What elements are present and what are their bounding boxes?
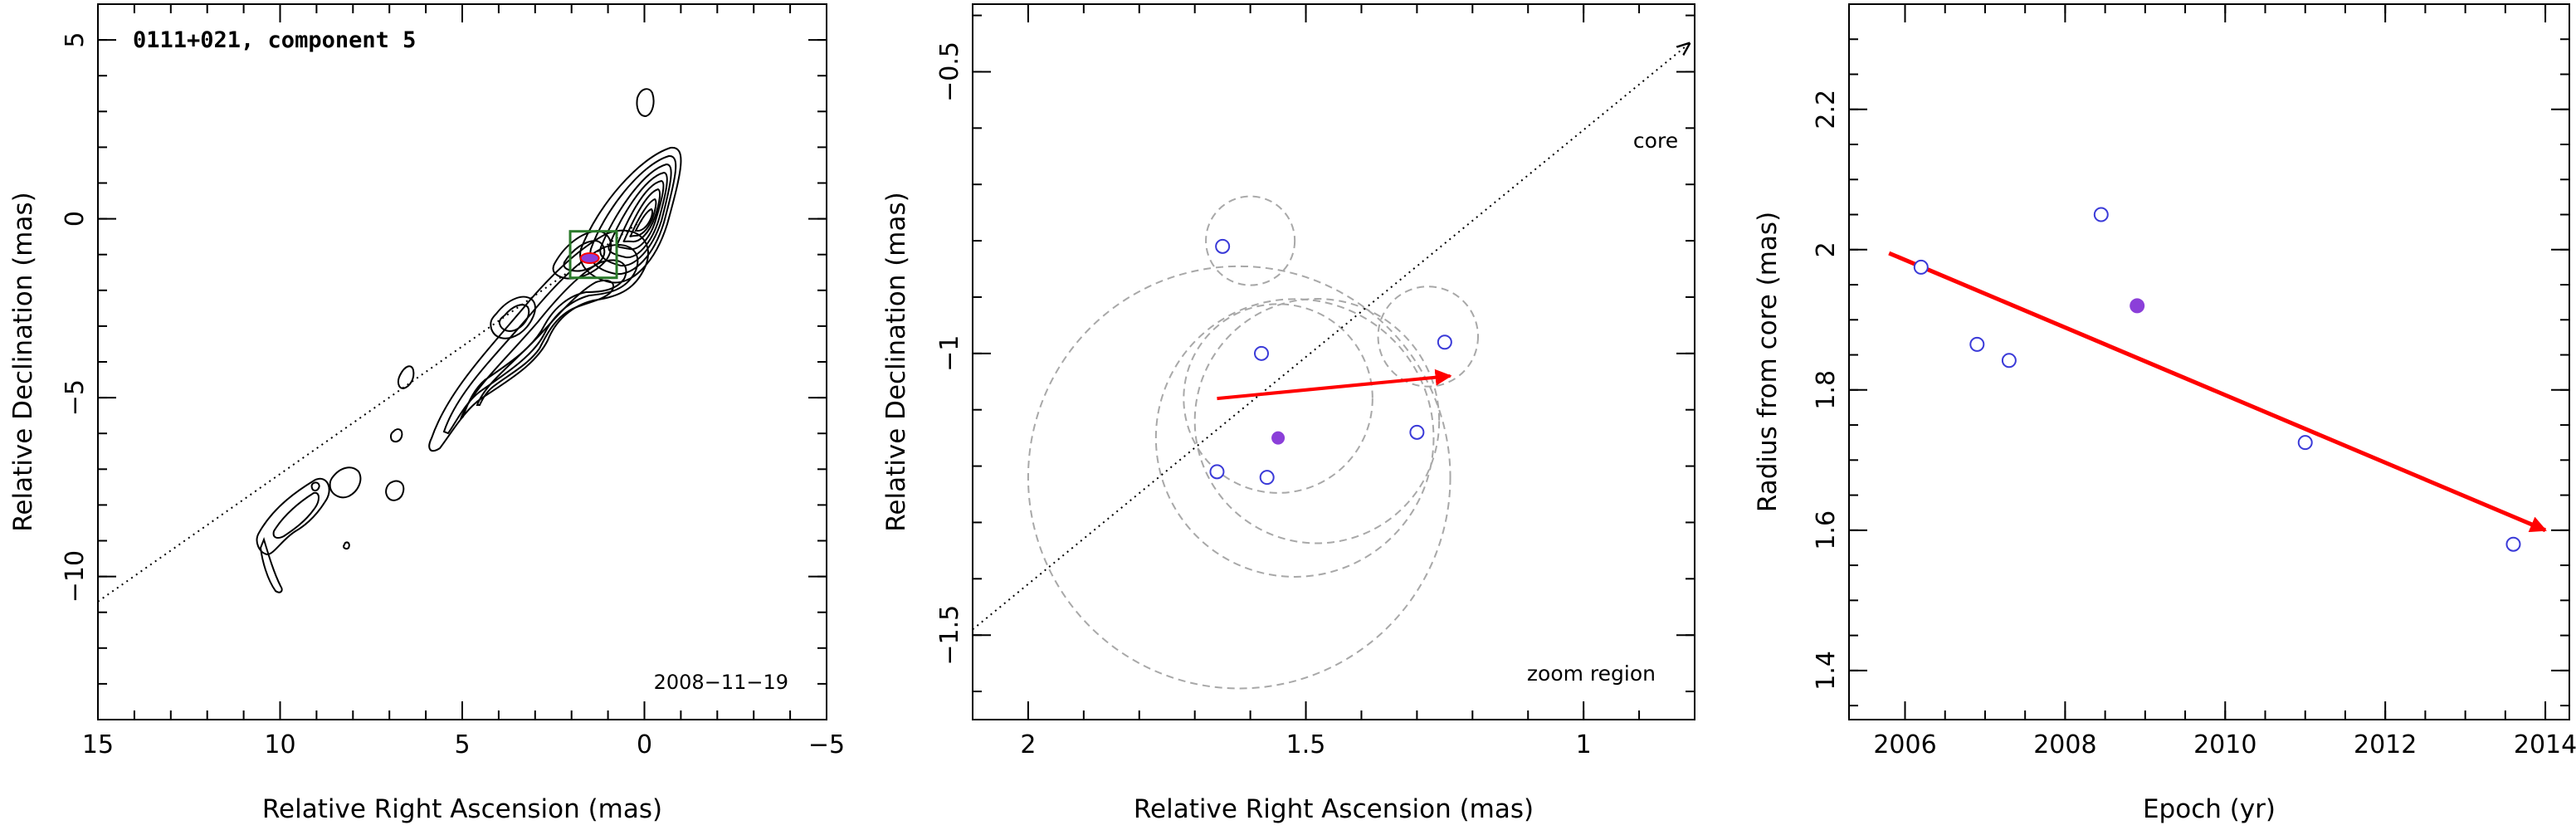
open-data-point (1259, 470, 1275, 486)
x-tick-label: 15 (82, 730, 114, 759)
x-tick-label: −5 (808, 730, 845, 759)
x-tick-label: 0 (637, 730, 652, 759)
component-marker (579, 252, 600, 265)
panel3-xlabel: Epoch (yr) (2143, 794, 2276, 824)
panel2-xlabel: Relative Right Ascension (mas) (1134, 794, 1534, 824)
error-circle (1205, 195, 1296, 286)
outer-contours (256, 88, 655, 593)
y-tick-label: 2.2 (1812, 90, 1841, 129)
x-tick-label: 2008 (2033, 730, 2096, 759)
y-tick-label: 5 (61, 32, 90, 48)
error-circle (1154, 298, 1435, 578)
jet-axis-line (98, 217, 646, 603)
y-tick-label: −1 (935, 335, 964, 372)
x-tick-label: 2006 (1873, 730, 1936, 759)
y-tick-label: 1.6 (1812, 510, 1841, 550)
position-points (1209, 238, 1452, 486)
error-circles (1027, 195, 1480, 690)
motion-vector-arrow (1217, 369, 1452, 401)
radius-points (1913, 207, 2521, 552)
open-data-point (1913, 259, 1929, 275)
filled-data-point (2130, 298, 2145, 314)
x-tick-label: 2010 (2193, 730, 2256, 759)
panel1-ticks: 15 10 5 0 −5 5 0 −5 −10 (61, 3, 845, 759)
error-circle (1027, 265, 1451, 690)
open-data-point (1409, 424, 1425, 440)
y-tick-label: −5 (61, 379, 90, 416)
error-circle (1193, 298, 1441, 544)
open-data-point (2297, 435, 2313, 451)
x-tick-label: 2 (1020, 730, 1036, 759)
y-tick-label: 2 (1812, 242, 1841, 257)
x-tick-label: 2012 (2354, 730, 2417, 759)
panel2-ylabel: Relative Declination (mas) (881, 192, 911, 532)
fit-line-arrow (1888, 251, 2547, 533)
x-tick-label: 1 (1576, 730, 1592, 759)
y-tick-label: 0 (61, 211, 90, 227)
panel1-title: 0111+021, component 5 (133, 27, 416, 53)
jet-contours (428, 229, 650, 452)
y-tick-label: −1.5 (935, 605, 964, 666)
panel1-frame (97, 3, 827, 720)
zoom-region-label: zoom region (1527, 662, 1656, 686)
open-data-point (1209, 464, 1225, 480)
panel1-date-label: 2008−11−19 (654, 671, 788, 694)
panel3-ylabel: Radius from core (mas) (1753, 212, 1783, 512)
x-tick-label: 2014 (2514, 730, 2576, 759)
contour-map-image (256, 88, 682, 593)
open-data-point (1437, 334, 1452, 350)
core-label: core (1633, 129, 1678, 153)
panel-radius-vs-epoch: 2006 2008 2010 2012 2014 1.4 1.6 1.8 2 2.2 Epoch … (1753, 3, 2576, 824)
zoom-region-box (568, 230, 618, 280)
error-circle (1183, 303, 1373, 494)
filled-data-point (1271, 431, 1286, 445)
panel3-ticks: 2006 2008 2010 2012 2014 1.4 1.6 1.8 2 2.2 (1812, 3, 2576, 759)
x-tick-label: 1.5 (1286, 730, 1326, 759)
panel1-ylabel: Relative Declination (mas) (8, 192, 38, 532)
y-tick-label: −0.5 (935, 42, 964, 102)
y-tick-label: 1.8 (1812, 370, 1841, 410)
panel2-frame (972, 3, 1695, 720)
x-tick-label: 10 (264, 730, 295, 759)
y-tick-label: −10 (61, 550, 90, 603)
error-circle (1377, 286, 1480, 388)
open-data-point (2093, 207, 2109, 222)
panel3-frame (1848, 3, 2570, 720)
panel2-ticks: 2 1.5 1 −0.5 −1 −1.5 (935, 4, 1695, 759)
open-data-point (2505, 536, 2521, 552)
open-data-point (1254, 345, 1269, 361)
x-tick-label: 5 (454, 730, 470, 759)
open-data-point (2001, 353, 2017, 369)
panel1-xlabel: Relative Right Ascension (mas) (262, 794, 662, 824)
panel-zoom-region: 2 1.5 1 −0.5 −1 −1.5 core zoom region Relativ… (881, 3, 1695, 824)
y-tick-label: 1.4 (1812, 651, 1841, 691)
open-data-point (1969, 336, 1985, 352)
open-data-point (1215, 238, 1231, 254)
panel-contour-map: 15 10 5 0 −5 5 0 −5 −10 0111+021, component 5 20… (8, 3, 845, 824)
jet-axis-line (973, 44, 1689, 631)
